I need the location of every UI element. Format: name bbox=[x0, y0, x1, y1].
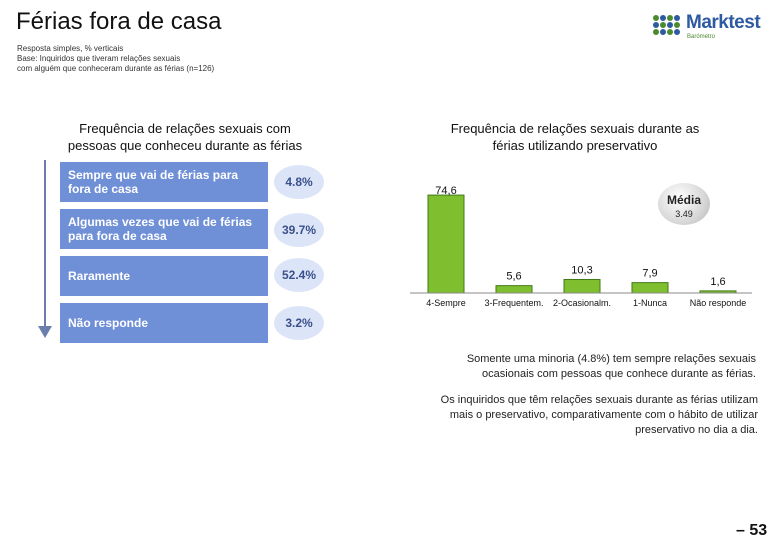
left-title-line: Frequência de relações sexuais com bbox=[79, 121, 291, 136]
chart-title: Frequência de relações sexuais durante a… bbox=[410, 120, 740, 154]
logo-sub: Barómetro bbox=[687, 34, 716, 40]
value-label-0: 74,6 bbox=[435, 185, 456, 197]
mean-label: Média bbox=[666, 193, 701, 207]
row-value-always: 4.8% bbox=[274, 165, 324, 199]
category-label-0: 4-Sempre bbox=[426, 298, 466, 308]
chart-title-line: férias utilizando preservativo bbox=[492, 138, 658, 153]
note-line: Os inquiridos que têm relações sexuais d… bbox=[440, 394, 758, 406]
note-condom: Os inquiridos que têm relações sexuais d… bbox=[380, 393, 758, 438]
meta-line: Base: Inquiridos que tiveram relações se… bbox=[17, 54, 181, 63]
category-label-1: 3-Frequentem. bbox=[484, 298, 543, 308]
value-label-3: 7,9 bbox=[642, 268, 657, 280]
row-label-rarely: Raramente bbox=[60, 256, 268, 296]
row-label-no-answer: Não responde bbox=[60, 303, 268, 343]
logo-dots-icon bbox=[653, 15, 680, 35]
value-label-1: 5,6 bbox=[506, 271, 521, 283]
bar-2 bbox=[563, 278, 601, 294]
row-value-no-answer: 3.2% bbox=[274, 306, 324, 340]
bar-3 bbox=[631, 282, 669, 294]
row-label-sometimes: Algumas vezes que vai de férias para for… bbox=[60, 209, 268, 249]
bar-0 bbox=[427, 194, 465, 294]
arrow-down-icon bbox=[38, 326, 52, 338]
meta-line: com alguém que conheceram durante as fér… bbox=[17, 64, 215, 73]
note-minority: Somente uma minoria (4.8%) tem sempre re… bbox=[400, 352, 756, 382]
value-label-2: 10,3 bbox=[571, 264, 592, 276]
meta-line: Resposta simples, % verticais bbox=[17, 44, 124, 53]
marktest-logo: Marktest Barómetro bbox=[652, 12, 762, 42]
condom-use-bar-chart: 74,6 4-Sempre 5,6 3-Frequentem. 10,3 2-Ocasio… bbox=[410, 185, 752, 308]
page-title: Férias fora de casa bbox=[16, 8, 222, 35]
note-line: preservativo no dia a dia. bbox=[635, 424, 758, 436]
category-label-3: 1-Nunca bbox=[633, 298, 667, 308]
category-label-4: Não responde bbox=[690, 298, 747, 308]
page-number: – 53 bbox=[736, 522, 768, 539]
left-title-line: pessoas que conheceu durante as férias bbox=[67, 138, 303, 153]
value-label-4: 1,6 bbox=[710, 276, 725, 288]
chart-title-line: Frequência de relações sexuais durante a… bbox=[450, 121, 700, 136]
mean-bubble: Média 3.49 bbox=[658, 183, 710, 225]
bar-1 bbox=[495, 285, 533, 294]
row-value-rarely: 52.4% bbox=[274, 258, 324, 292]
note-line: mais o preservativo, comparativamente co… bbox=[449, 409, 758, 421]
frequency-arrow bbox=[44, 160, 46, 330]
category-label-2: 2-Ocasionalm. bbox=[553, 298, 611, 308]
base-info: Resposta simples, % verticais Base: Inqu… bbox=[17, 44, 214, 74]
note-line: Somente uma minoria (4.8%) tem sempre re… bbox=[466, 353, 756, 365]
logo-brand: Marktest bbox=[686, 12, 761, 33]
left-panel-title: Frequência de relações sexuais com pesso… bbox=[40, 120, 330, 154]
row-label-always: Sempre que vai de férias para fora de ca… bbox=[60, 162, 268, 202]
row-value-sometimes: 39.7% bbox=[274, 213, 324, 247]
note-line: ocasionais com pessoas que conhece duran… bbox=[482, 368, 756, 380]
mean-value: 3.49 bbox=[675, 209, 693, 219]
